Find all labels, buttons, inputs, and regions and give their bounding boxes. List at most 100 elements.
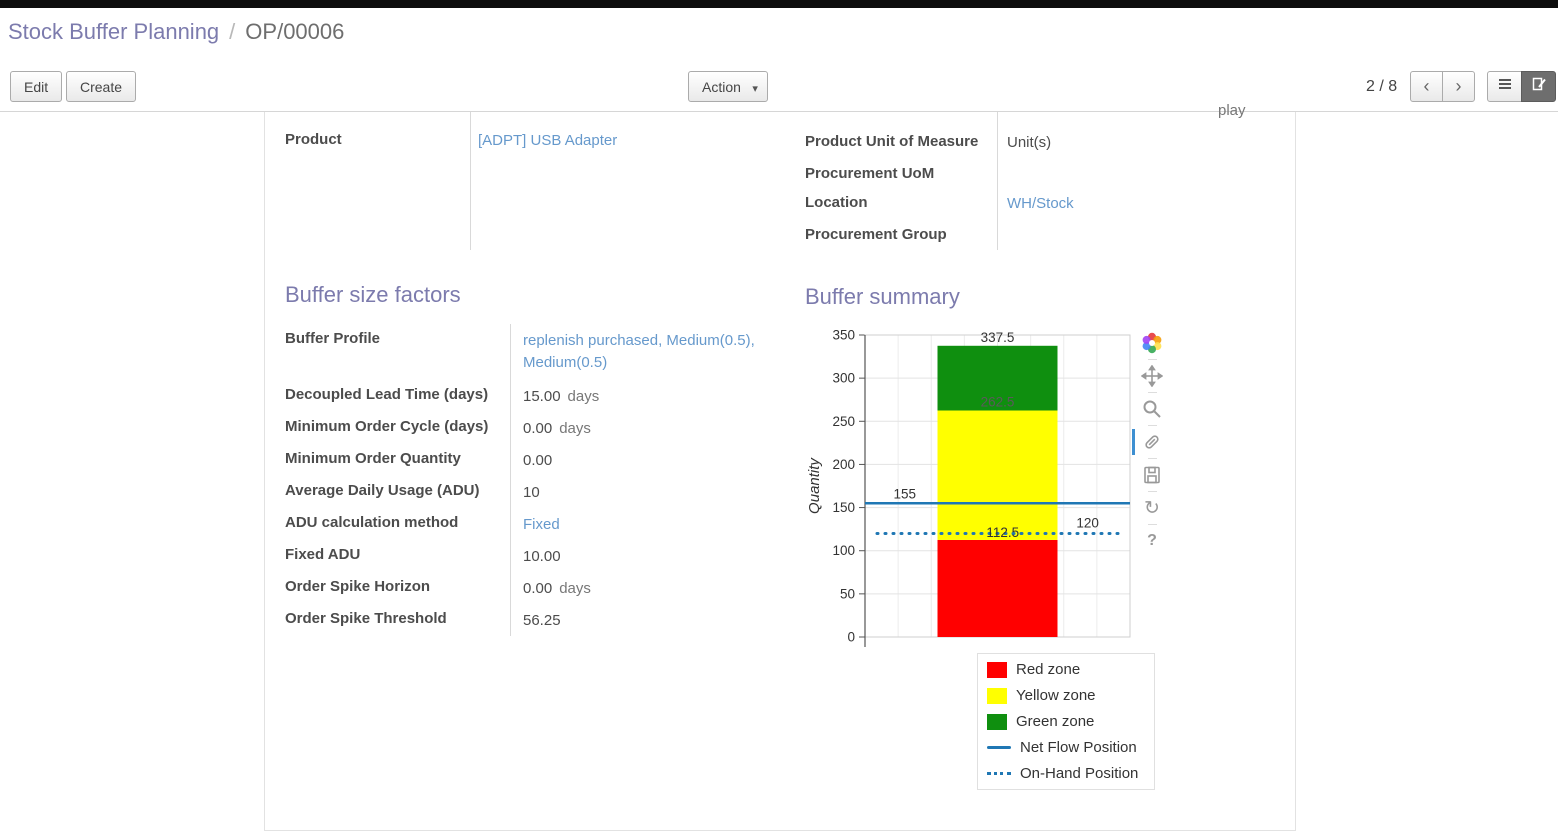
field-value: Unit(s) xyxy=(1007,134,1052,151)
breadcrumb-parent-link[interactable]: Stock Buffer Planning xyxy=(8,19,220,44)
field-label: Location xyxy=(805,194,868,211)
adu-method-link[interactable]: Fixed xyxy=(523,516,560,533)
group-divider xyxy=(470,112,471,250)
field-label: Procurement UoM xyxy=(805,165,935,182)
svg-text:155: 155 xyxy=(893,486,916,501)
svg-text:250: 250 xyxy=(832,414,855,429)
pager-next-button[interactable]: › xyxy=(1442,71,1475,102)
toolbar-separator xyxy=(1147,491,1157,492)
table-row: Average Daily Usage (ADU) 10 xyxy=(285,476,757,508)
breadcrumb-separator: / xyxy=(229,19,236,44)
field-row-procurement-group: Procurement Group xyxy=(805,226,1277,252)
buffer-factors-table: Buffer Profile replenish purchased, Medi… xyxy=(285,324,757,636)
view-switcher xyxy=(1487,71,1556,102)
breadcrumb-current: OP/00006 xyxy=(245,19,345,44)
list-view-button[interactable] xyxy=(1487,71,1522,102)
legend-item-yellow-zone[interactable]: Yellow zone xyxy=(987,687,1145,704)
chart-legend: Red zone Yellow zone Green zone Net Flow… xyxy=(977,653,1155,790)
form-view-button[interactable] xyxy=(1521,71,1556,102)
pan-icon[interactable] xyxy=(1141,365,1163,387)
buffer-zones-chart: 0 50 100 150 200 250 300 350 337.5 262.5 112.5 155 1… xyxy=(806,328,1131,647)
legend-item-net-flow[interactable]: Net Flow Position xyxy=(987,739,1145,756)
breadcrumb: Stock Buffer Planning / OP/00006 xyxy=(8,19,344,45)
clipped-scrolled-text: play xyxy=(1218,102,1246,119)
row-label: Minimum Order Quantity xyxy=(285,450,461,467)
legend-item-green-zone[interactable]: Green zone xyxy=(987,713,1145,730)
chart-menu-icon[interactable] xyxy=(1141,332,1163,354)
field-label: Product xyxy=(285,131,342,148)
row-value: 10 xyxy=(523,484,540,501)
row-label: Decoupled Lead Time (days) xyxy=(285,386,489,403)
top-menu-bar xyxy=(0,0,1558,8)
buffer-profile-link[interactable]: replenish purchased, Medium(0.5), Medium… xyxy=(523,332,755,371)
row-value: 56.25 xyxy=(523,612,561,629)
field-row-product: Product [ADPT] USB Adapter xyxy=(285,131,790,157)
zoom-icon[interactable] xyxy=(1141,398,1163,420)
legend-item-on-hand[interactable]: On-Hand Position xyxy=(987,765,1145,782)
field-label: Procurement Group xyxy=(805,226,947,243)
chart-toolbar: ↻ ? xyxy=(1132,329,1165,555)
table-row: Minimum Order Quantity 0.00 xyxy=(285,444,757,476)
action-label: Action xyxy=(702,78,741,95)
edit-button[interactable]: Edit xyxy=(10,71,63,102)
save-icon[interactable] xyxy=(1141,464,1163,486)
svg-text:350: 350 xyxy=(832,328,855,343)
table-row: ADU calculation method Fixed xyxy=(285,508,757,540)
field-row-location: Location WH/Stock xyxy=(805,194,1277,220)
field-label: Product Unit of Measure xyxy=(805,133,979,150)
row-label: Order Spike Threshold xyxy=(285,610,447,627)
row-label: Order Spike Horizon xyxy=(285,578,431,595)
svg-text:337.5: 337.5 xyxy=(981,330,1015,345)
row-label: Minimum Order Cycle (days) xyxy=(285,418,489,435)
toolbar-separator xyxy=(1147,458,1157,459)
row-unit: days xyxy=(559,580,591,597)
help-icon[interactable]: ? xyxy=(1147,532,1157,549)
link-icon[interactable] xyxy=(1132,429,1163,455)
row-value: 10.00 xyxy=(523,548,561,565)
toolbar-separator xyxy=(1147,425,1157,426)
red-zone-swatch xyxy=(987,661,1007,678)
svg-text:0: 0 xyxy=(847,630,855,645)
table-row: Fixed ADU 10.00 xyxy=(285,540,757,572)
net-flow-line-swatch xyxy=(987,746,1011,749)
row-value: 15.00 xyxy=(523,388,561,405)
row-unit: days xyxy=(559,420,591,437)
list-icon xyxy=(1498,79,1511,89)
create-button[interactable]: Create xyxy=(66,71,137,102)
table-row: Order Spike Horizon 0.00 days xyxy=(285,572,757,604)
table-divider xyxy=(510,324,511,636)
row-unit: days xyxy=(567,388,600,405)
control-bar: Edit Create Action ▾ 2 / 8 ‹ › xyxy=(0,64,1558,112)
section-title-buffer-summary: Buffer summary xyxy=(805,284,960,309)
selected-tool-indicator xyxy=(1132,429,1135,455)
toolbar-separator xyxy=(1147,359,1157,360)
toolbar-separator xyxy=(1147,392,1157,393)
row-label: Fixed ADU xyxy=(285,546,361,563)
field-row-procurement-uom: Procurement UoM xyxy=(805,165,1277,191)
product-link[interactable]: [ADPT] USB Adapter xyxy=(478,132,618,149)
table-row: Order Spike Threshold 56.25 xyxy=(285,604,757,636)
table-row: Minimum Order Cycle (days) 0.00 days xyxy=(285,412,757,444)
action-dropdown-button[interactable]: Action ▾ xyxy=(688,71,768,102)
legend-item-red-zone[interactable]: Red zone xyxy=(987,661,1145,678)
yellow-zone-swatch xyxy=(987,687,1007,704)
form-edit-icon xyxy=(1532,77,1546,91)
refresh-icon[interactable]: ↻ xyxy=(1144,497,1160,519)
table-row: Buffer Profile replenish purchased, Medi… xyxy=(285,324,757,380)
group-divider xyxy=(997,112,998,250)
svg-text:100: 100 xyxy=(832,543,855,558)
svg-text:150: 150 xyxy=(832,500,855,515)
row-label: Average Daily Usage (ADU) xyxy=(285,482,480,499)
pager-previous-button[interactable]: ‹ xyxy=(1410,71,1443,102)
buffer-summary-chart-area: 0 50 100 150 200 250 300 350 337.5 262.5 112.5 155 1… xyxy=(805,317,1283,822)
section-title-buffer-size-factors: Buffer size factors xyxy=(285,282,461,307)
location-link[interactable]: WH/Stock xyxy=(1007,195,1074,212)
row-value: 0.00 xyxy=(523,580,553,597)
svg-text:Quantity: Quantity xyxy=(806,457,823,514)
svg-text:120: 120 xyxy=(1076,515,1099,530)
table-row: Decoupled Lead Time (days) 15.00 days xyxy=(285,380,757,412)
svg-text:50: 50 xyxy=(840,586,855,601)
procurement-field-group: Product Unit of Measure Unit(s) Procurem… xyxy=(805,112,1277,250)
green-zone-swatch xyxy=(987,713,1007,730)
form-sheet: Product [ADPT] USB Adapter Product Unit … xyxy=(264,112,1296,831)
